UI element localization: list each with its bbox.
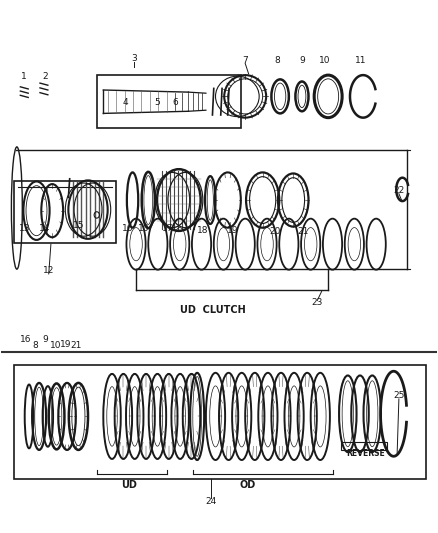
Text: 15: 15: [73, 221, 84, 230]
Text: 1: 1: [21, 71, 27, 80]
Text: 10: 10: [138, 224, 150, 233]
Text: 24: 24: [205, 497, 217, 506]
Text: 25: 25: [393, 391, 405, 400]
Text: 21: 21: [297, 228, 308, 237]
Text: 5: 5: [154, 98, 160, 107]
Text: 8: 8: [33, 341, 39, 350]
Text: 13: 13: [19, 224, 31, 233]
Text: OD: OD: [239, 480, 255, 490]
Text: 23: 23: [311, 298, 323, 307]
Bar: [14, 181, 117, 243]
Text: 19: 19: [227, 226, 239, 235]
Text: 6: 6: [173, 98, 178, 107]
Text: 11: 11: [355, 56, 367, 64]
Text: 12: 12: [43, 266, 54, 275]
Text: 3: 3: [131, 54, 137, 62]
Bar: [14, 365, 426, 479]
Text: 14: 14: [39, 224, 50, 233]
Text: 22: 22: [393, 186, 405, 195]
Text: 9: 9: [299, 56, 305, 64]
Text: 2: 2: [43, 71, 49, 80]
Text: 10: 10: [50, 341, 62, 350]
Text: 10: 10: [319, 56, 330, 64]
Bar: [97, 75, 241, 128]
Text: 21: 21: [71, 341, 82, 350]
Text: 18: 18: [197, 226, 208, 235]
Text: 8: 8: [274, 56, 280, 64]
Text: 4: 4: [122, 98, 128, 107]
Bar: [341, 442, 387, 450]
Text: 20: 20: [269, 228, 281, 237]
Text: 16: 16: [122, 224, 133, 233]
Text: UD: UD: [122, 480, 138, 490]
Text: 16: 16: [20, 335, 32, 344]
Text: 9: 9: [43, 335, 49, 344]
Text: 7: 7: [242, 56, 248, 64]
Text: REVERSE: REVERSE: [346, 449, 385, 458]
Text: 19: 19: [60, 340, 71, 349]
Text: 17: 17: [162, 224, 173, 233]
Text: UD  CLUTCH: UD CLUTCH: [180, 305, 245, 315]
